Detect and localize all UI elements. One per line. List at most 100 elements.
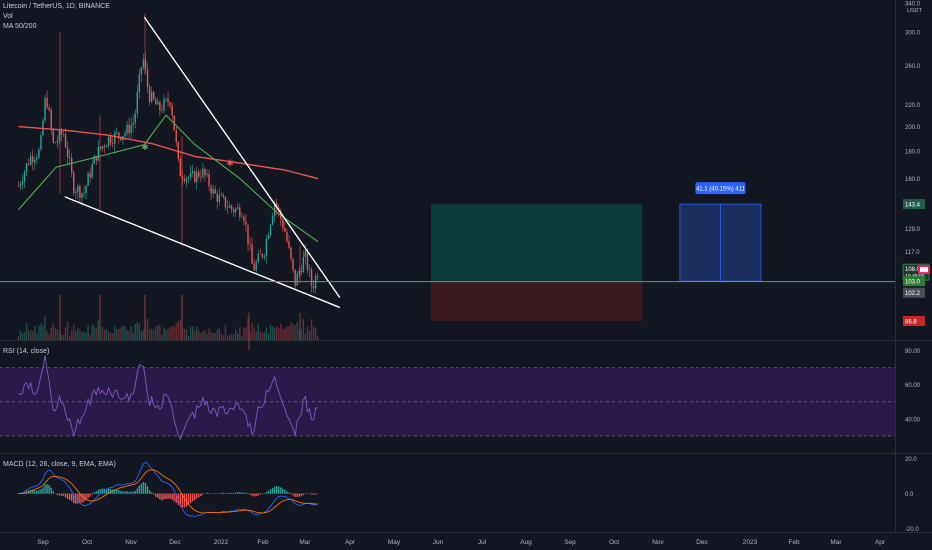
ma50-line — [17, 114, 319, 243]
macd-histogram-bar — [58, 493, 61, 496]
macd-histogram-bar — [95, 491, 97, 494]
macd-histogram-bar — [97, 489, 100, 494]
volume-bar — [101, 326, 104, 340]
volume-spike — [144, 295, 146, 340]
candle-body — [79, 185, 81, 198]
price-tick-label: 200.0 — [905, 125, 921, 131]
macd-histogram-bar — [56, 493, 59, 496]
macd-histogram-bar — [278, 486, 280, 494]
candle-body — [222, 195, 225, 197]
macd-histogram-bar — [181, 493, 184, 508]
volume-bar — [171, 326, 173, 340]
candle-body — [46, 97, 48, 108]
volume-bar — [130, 326, 132, 340]
volume-bar — [210, 331, 212, 340]
volume-bar — [120, 327, 122, 340]
time-tick-label: Apr — [345, 539, 356, 546]
macd-histogram-bar — [294, 493, 296, 497]
macd-histogram-bar — [87, 493, 89, 498]
macd-histogram-bar — [128, 491, 130, 494]
volume-bar — [169, 327, 171, 340]
volume-bar — [81, 332, 83, 340]
macd-histogram-bar — [165, 493, 167, 499]
volume-bar — [77, 327, 79, 340]
candle-body — [64, 134, 67, 148]
macd-histogram-bar — [42, 487, 44, 494]
time-tick-label: Sep — [37, 539, 49, 546]
price-tick-label: 300.0 — [905, 31, 921, 37]
candle-body — [251, 244, 253, 264]
volume-bar — [89, 334, 91, 340]
candle-body — [296, 273, 298, 286]
volume-bar — [103, 329, 106, 340]
candle-body — [210, 186, 212, 194]
volume-bar — [175, 323, 177, 340]
macd-histogram-bar — [259, 493, 261, 495]
macd-histogram-bar — [142, 482, 145, 494]
macd-histogram-bar — [226, 493, 229, 494]
volume-bar — [237, 333, 239, 340]
candle-body — [306, 250, 309, 270]
price-tick-label: 160.0 — [905, 177, 921, 183]
candle-body — [228, 205, 231, 208]
candle-body — [138, 73, 141, 92]
macd-histogram-bar — [206, 492, 208, 494]
candle-body — [40, 135, 42, 150]
volume-bar — [109, 332, 112, 340]
volume-bar — [21, 333, 24, 340]
volume-spike — [181, 295, 183, 340]
price-tick-label: 340.0 — [905, 2, 921, 8]
wedge-lower-trendline — [64, 196, 341, 309]
candle-body — [183, 178, 186, 182]
volume-bar — [308, 330, 311, 340]
candle-body — [265, 238, 268, 256]
macd-histogram-bar — [265, 491, 268, 494]
macd-histogram-bar — [29, 490, 32, 494]
macd-histogram-bar — [38, 490, 40, 494]
volume-bar — [163, 327, 165, 340]
candle-body — [21, 181, 24, 185]
candle-body — [73, 172, 75, 193]
candle-body — [70, 158, 73, 173]
stop-price-tag-bg — [903, 315, 925, 326]
macd-histogram-bar — [263, 493, 266, 494]
volume-bar — [62, 334, 65, 340]
volume-bar — [226, 335, 229, 340]
macd-tick-label: 20.0 — [905, 457, 917, 463]
candle-body — [81, 193, 83, 198]
candle-body — [50, 110, 52, 129]
volume-bar — [202, 331, 204, 340]
candle-body — [171, 105, 173, 116]
macd-histogram-bar — [292, 493, 294, 496]
candle-body — [181, 176, 184, 179]
target-price-tag: 143.4 — [905, 202, 921, 208]
macd-histogram-bar — [157, 493, 159, 498]
current-price-tag: 108.0 — [905, 267, 921, 273]
macd-histogram-bar — [251, 493, 253, 496]
macd-histogram-bar — [85, 493, 87, 501]
candle-body — [60, 130, 63, 135]
time-tick-label: 2023 — [743, 539, 758, 546]
macd-histogram-bar — [173, 493, 175, 502]
macd-histogram-bar — [196, 493, 198, 499]
ma200-line — [18, 125, 319, 180]
volume-bar — [302, 319, 305, 340]
macd-histogram-bar — [77, 493, 79, 504]
volume-bar — [222, 335, 225, 340]
macd-histogram-bar — [171, 493, 173, 500]
macd-histogram-bar — [273, 486, 276, 494]
projection-label: 41.1 (40.15%) 411 — [696, 187, 746, 193]
volume-bar — [273, 328, 276, 340]
macd-line — [18, 461, 318, 517]
volume-bar — [314, 327, 317, 340]
candle-body — [253, 263, 255, 271]
volume-bar — [224, 324, 227, 340]
long-position-stop-zone — [430, 281, 643, 321]
candle-body — [52, 128, 54, 143]
candle-body — [97, 146, 100, 161]
macd-histogram-bar — [134, 490, 136, 494]
volume-bar — [220, 333, 223, 340]
macd-histogram-bar — [62, 493, 65, 497]
macd-histogram-bar — [314, 493, 317, 495]
